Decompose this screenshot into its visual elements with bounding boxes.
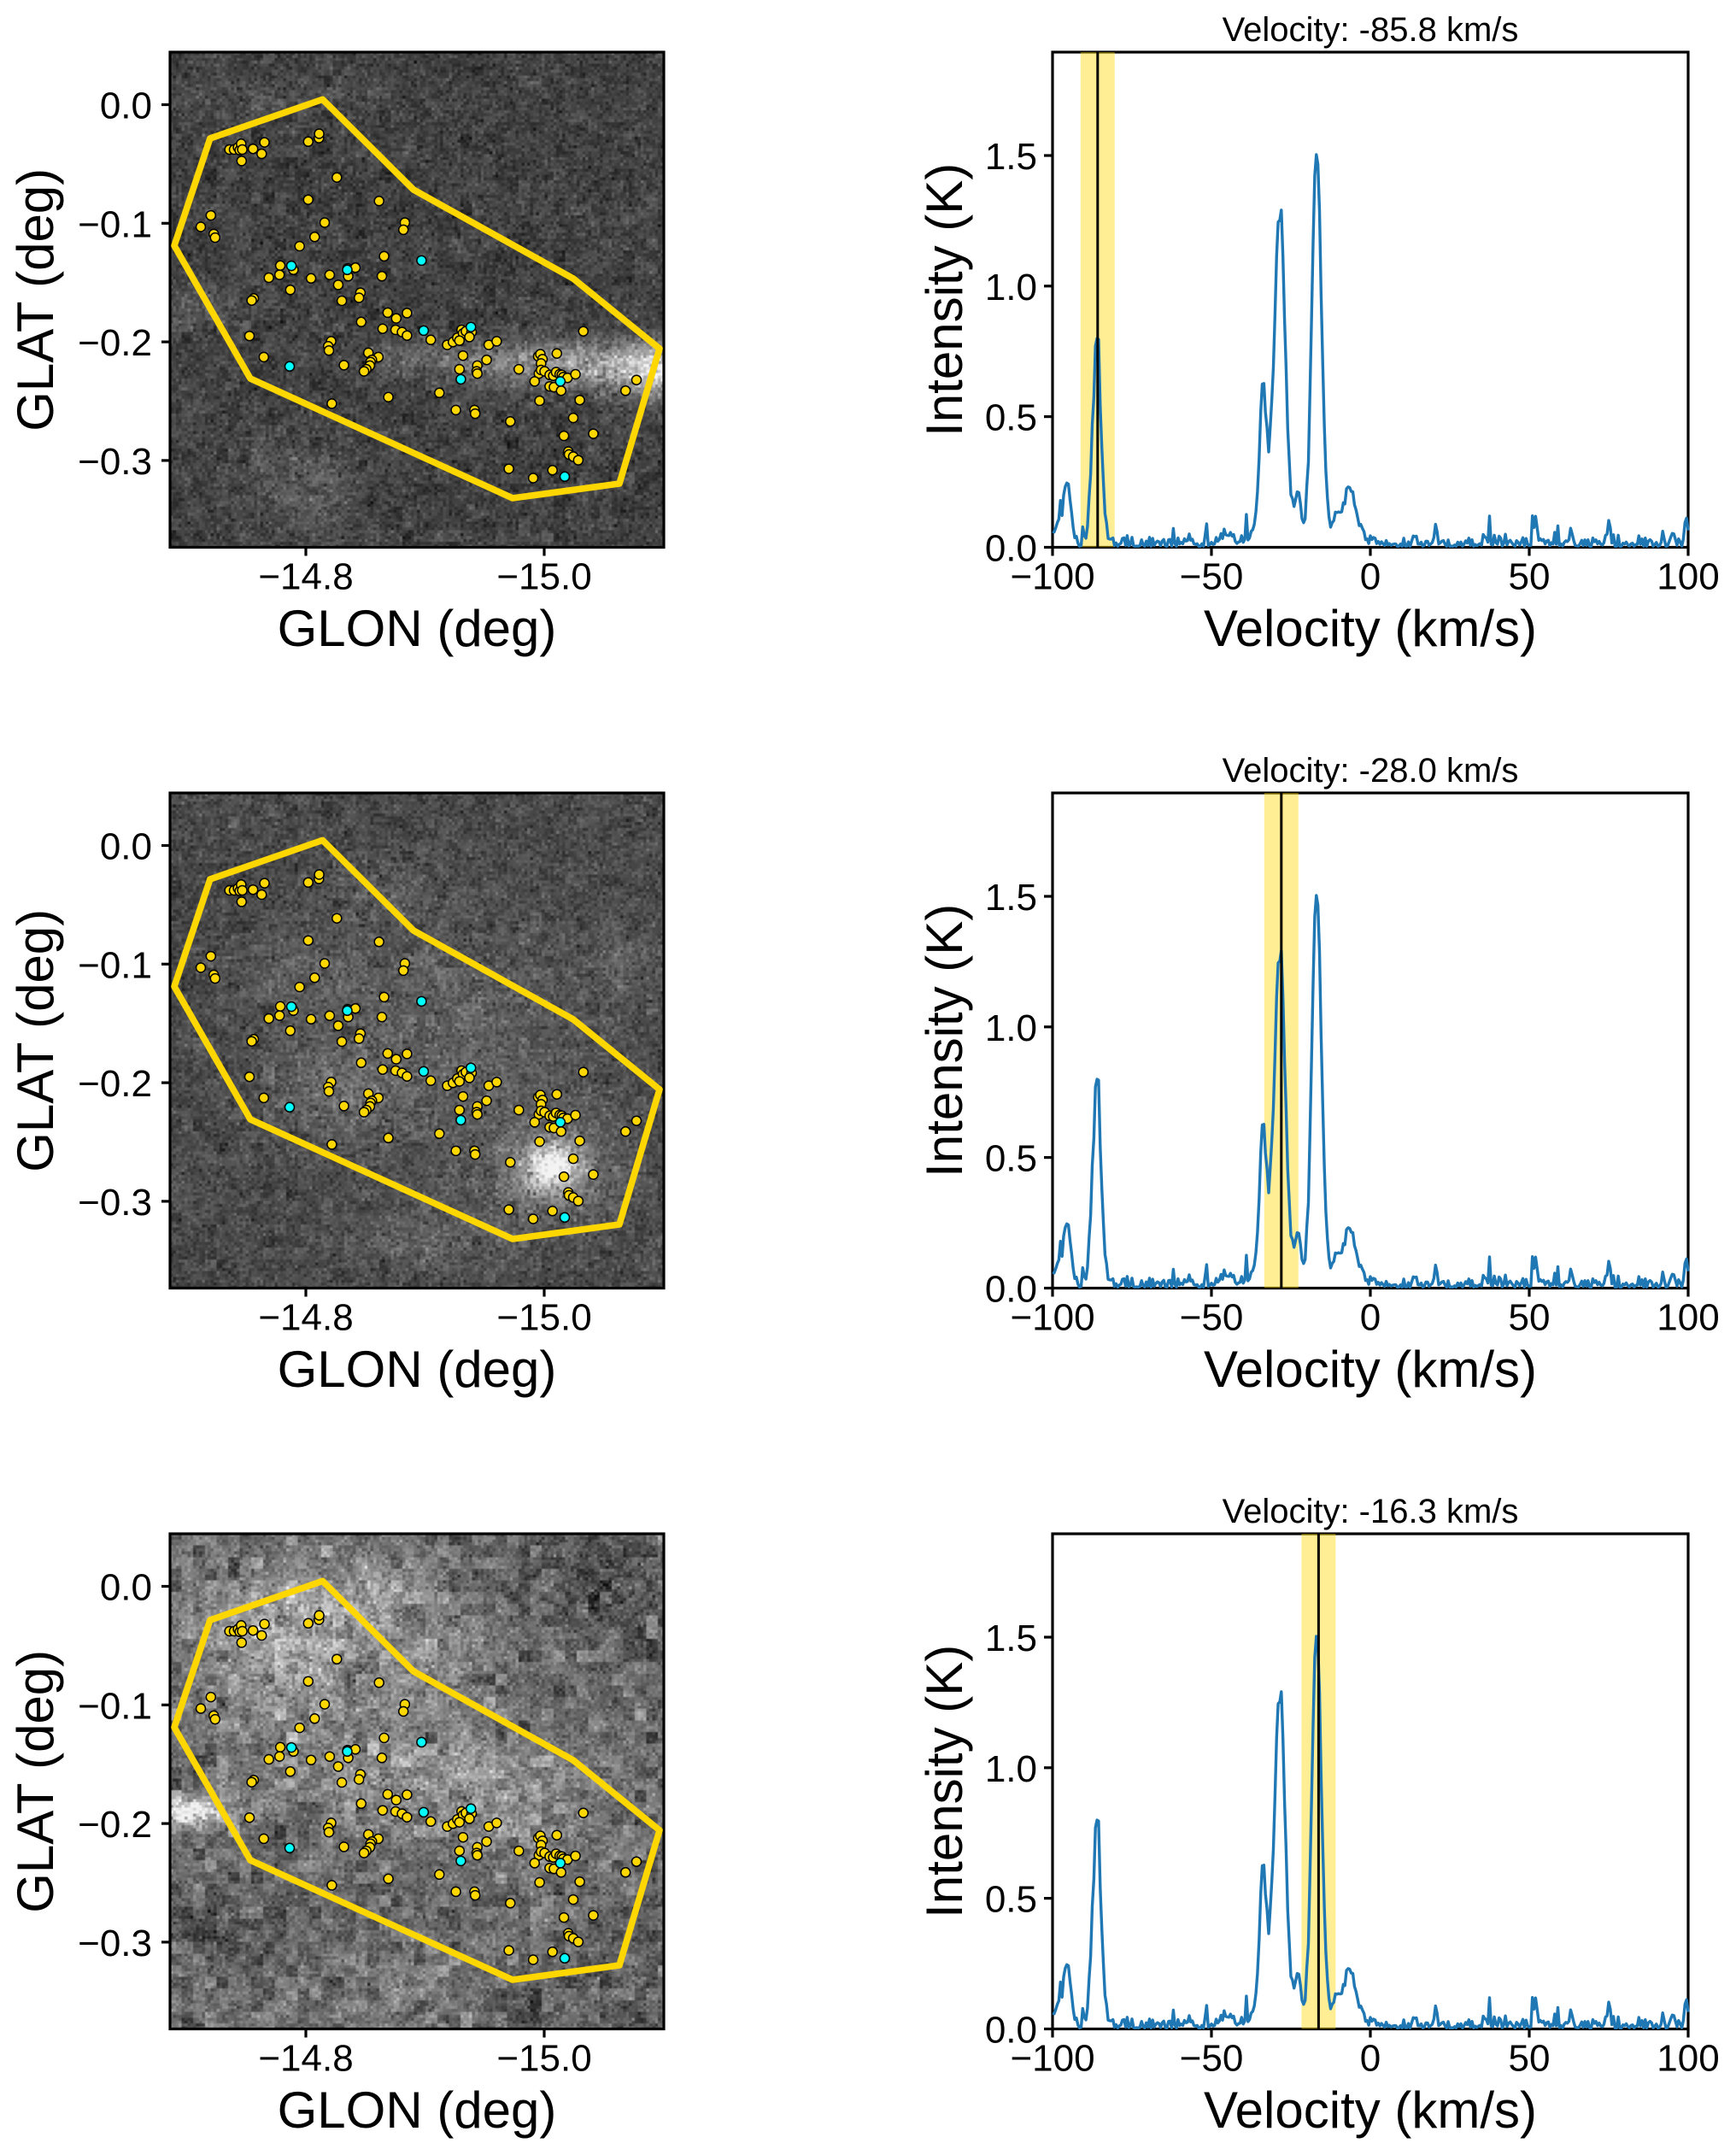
svg-text:Velocity: -16.3 km/s: Velocity: -16.3 km/s [1223,1493,1519,1530]
svg-text:Velocity: -28.0 km/s: Velocity: -28.0 km/s [1223,752,1519,790]
svg-text:Velocity: -85.8 km/s: Velocity: -85.8 km/s [1223,11,1519,49]
